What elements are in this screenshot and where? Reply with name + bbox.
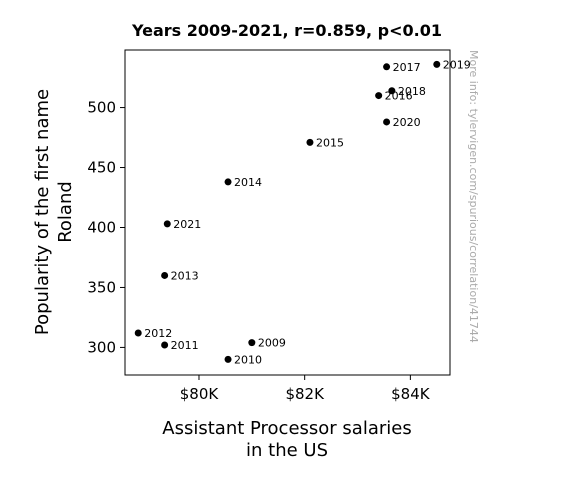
data-point-label: 2014 <box>234 176 262 189</box>
y-tick-label: 400 <box>87 218 116 236</box>
data-point <box>163 220 171 228</box>
y-tick-label: 350 <box>87 278 116 296</box>
x-axis-label-line-1: Assistant Processor salaries <box>162 418 411 439</box>
data-point-label: 2010 <box>234 353 262 366</box>
watermark-text: More info: tylervigen.com/spurious/corre… <box>467 50 480 343</box>
data-point-label: 2018 <box>398 85 426 98</box>
data-point-label: 2013 <box>171 269 199 282</box>
y-tick-label: 450 <box>87 159 116 177</box>
data-point <box>134 329 142 337</box>
x-tick-label: $84K <box>391 385 431 403</box>
data-point <box>388 87 396 95</box>
data-point-label: 2017 <box>393 61 421 74</box>
y-tick-label: 300 <box>87 338 116 356</box>
x-tick-label: $80K <box>180 385 220 403</box>
data-point <box>224 355 232 363</box>
plot-area <box>124 49 451 376</box>
data-point <box>161 271 169 279</box>
chart-title: Years 2009-2021, r=0.859, p<0.01 <box>131 21 442 40</box>
y-tick-label: 500 <box>87 99 116 117</box>
data-point-label: 2019 <box>443 58 471 71</box>
data-point <box>224 178 232 186</box>
data-point-label: 2015 <box>316 136 344 149</box>
data-point <box>306 138 314 146</box>
x-axis-ticks: $80K $82K $84K <box>180 375 431 403</box>
data-point <box>383 118 391 126</box>
data-point <box>161 341 169 349</box>
data-points: 2009201020112012201320142015201620172018… <box>134 58 471 366</box>
data-point-label: 2020 <box>393 116 421 129</box>
y-axis-label-line-1: Popularity of the first name <box>32 89 53 335</box>
data-point <box>383 63 391 71</box>
data-point-label: 2021 <box>173 218 201 231</box>
x-axis-label-line-2: in the US <box>246 440 328 461</box>
data-point <box>248 339 256 347</box>
data-point-label: 2011 <box>171 339 199 352</box>
data-point <box>375 92 383 100</box>
x-tick-label: $82K <box>285 385 325 403</box>
y-axis-label-line-2: Roland <box>55 181 76 243</box>
y-axis-ticks: 300 350 400 450 500 <box>87 99 125 356</box>
data-point-label: 2009 <box>258 337 286 350</box>
data-point <box>433 60 441 68</box>
data-point-label: 2012 <box>144 327 172 340</box>
